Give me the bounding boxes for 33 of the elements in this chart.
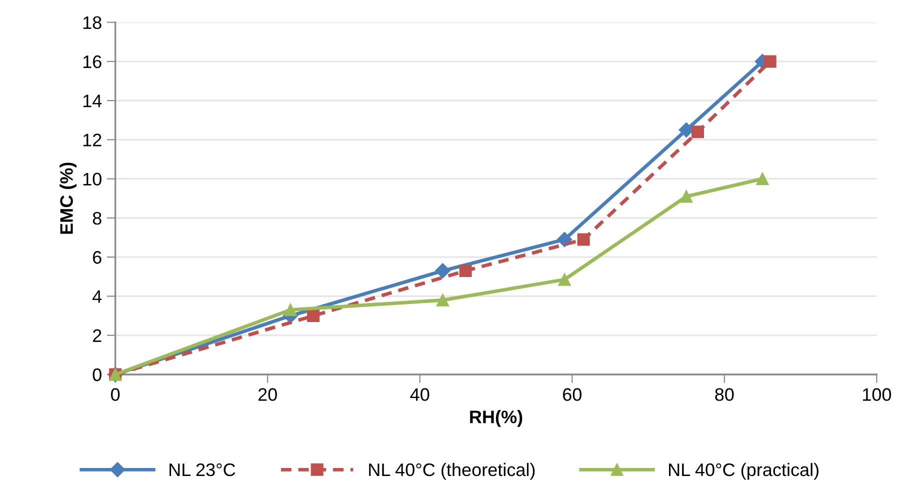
x-tick-label: 60 <box>563 388 582 401</box>
point <box>756 172 769 186</box>
point <box>459 264 472 278</box>
x-tick-label: 0 <box>111 388 120 401</box>
y-axis-title: EMC (%) <box>60 162 76 234</box>
point <box>764 55 776 68</box>
y-tick-label: 18 <box>83 16 102 30</box>
legend-label: NL 40°C (practical) <box>669 462 818 480</box>
point <box>436 294 449 306</box>
x-tick-label: 40 <box>410 388 430 401</box>
point <box>558 273 571 286</box>
point <box>284 304 297 316</box>
y-tick-label: 4 <box>92 290 102 303</box>
legend-label: NL 23°C <box>170 463 236 476</box>
y-tick-label: 14 <box>83 94 102 108</box>
legend-label: NL 40°C (theoretical) <box>369 462 535 480</box>
y-tick-label: 8 <box>92 212 102 225</box>
y-tick-label: 2 <box>93 329 102 342</box>
point <box>435 263 450 278</box>
point <box>307 310 320 322</box>
y-tick-label: 0 <box>92 368 102 382</box>
point <box>692 126 704 138</box>
point <box>680 190 693 203</box>
x-tick-label: 20 <box>258 388 277 401</box>
y-tick-label: 10 <box>83 172 102 186</box>
point <box>577 233 590 246</box>
y-tick-label: 16 <box>83 55 102 68</box>
point <box>556 232 572 248</box>
x-tick-label: 100 <box>862 388 892 401</box>
x-axis-title: RH(%) <box>470 410 522 427</box>
x-tick-label: 80 <box>715 388 734 401</box>
y-tick-label: 6 <box>93 251 102 264</box>
y-tick-label: 12 <box>83 134 102 146</box>
